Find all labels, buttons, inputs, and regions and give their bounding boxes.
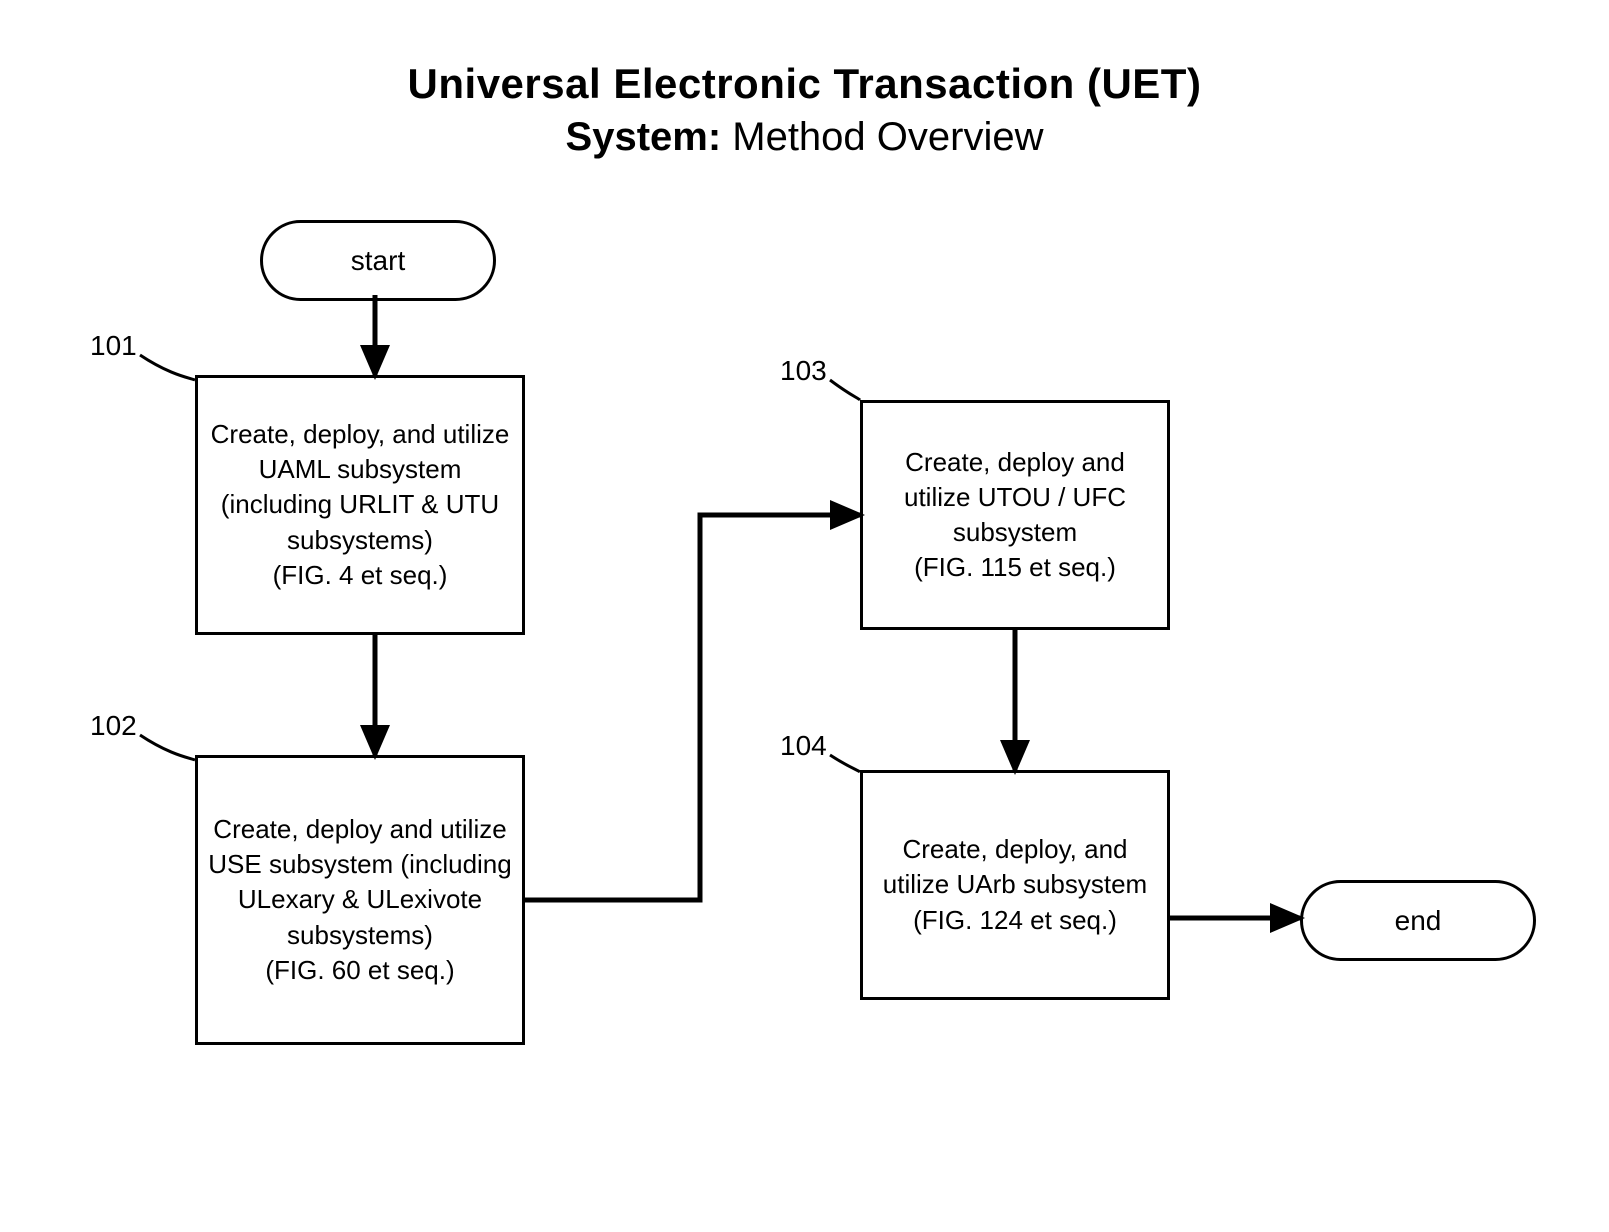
ref-label-103: 103 (780, 355, 827, 387)
edge-e_102_103 (525, 515, 860, 900)
diagram-canvas: Universal Electronic Transaction (UET) S… (0, 0, 1609, 1232)
terminator-start-label: start (351, 245, 405, 277)
leader-l103 (830, 380, 860, 400)
title-line-2-rest: Method Overview (721, 115, 1043, 159)
title-line-2-bold: System: (566, 115, 722, 159)
terminator-end: end (1300, 880, 1536, 961)
process-box-101: Create, deploy, and utilize UAML subsyst… (195, 375, 525, 635)
leader-l101 (140, 355, 195, 380)
process-box-102-text: Create, deploy and utilize USE subsystem… (208, 812, 512, 987)
leader-l102 (140, 735, 195, 760)
ref-label-101: 101 (90, 330, 137, 362)
title-line-2: System: Method Overview (0, 115, 1609, 160)
leader-l104 (830, 755, 860, 772)
process-box-102: Create, deploy and utilize USE subsystem… (195, 755, 525, 1045)
process-box-104-text: Create, deploy, and utilize UArb subsyst… (873, 832, 1157, 937)
terminator-start: start (260, 220, 496, 301)
title-line-1: Universal Electronic Transaction (UET) (0, 60, 1609, 108)
process-box-104: Create, deploy, and utilize UArb subsyst… (860, 770, 1170, 1000)
process-box-103: Create, deploy and utilize UTOU / UFC su… (860, 400, 1170, 630)
process-box-103-text: Create, deploy and utilize UTOU / UFC su… (873, 445, 1157, 585)
ref-label-104: 104 (780, 730, 827, 762)
process-box-101-text: Create, deploy, and utilize UAML subsyst… (208, 417, 512, 592)
ref-label-102: 102 (90, 710, 137, 742)
terminator-end-label: end (1395, 905, 1442, 937)
